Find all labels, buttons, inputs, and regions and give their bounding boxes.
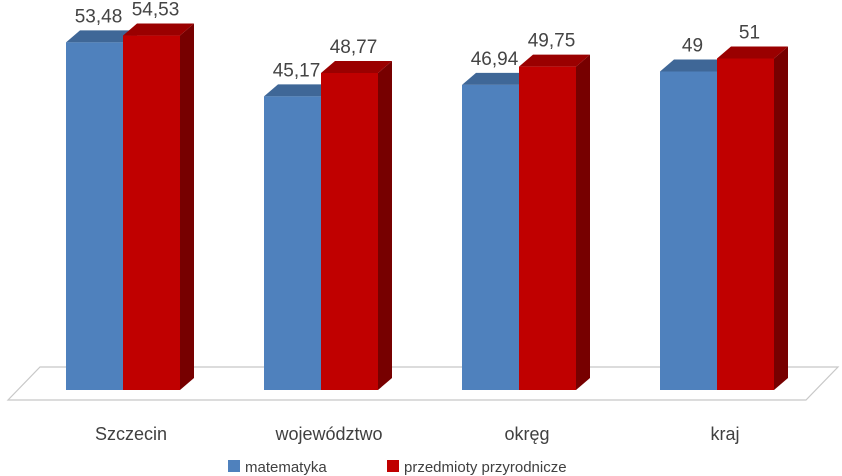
category-label-2: okręg xyxy=(504,424,549,444)
bar-przyrodnicze-1 xyxy=(321,60,392,391)
legend-label-0: matematyka xyxy=(245,459,327,476)
bar-przyrodnicze-0 xyxy=(123,23,194,391)
data-label-0-2: 46,94 xyxy=(471,49,519,70)
data-label-0-3: 49 xyxy=(682,36,703,57)
bars-group xyxy=(66,23,788,391)
legend: matematyka przedmioty przyrodnicze xyxy=(228,459,567,476)
data-label-1-2: 49,75 xyxy=(528,31,576,52)
legend-swatch-1 xyxy=(387,460,399,472)
bar-przyrodnicze-3 xyxy=(717,46,788,390)
chart-floor-plane xyxy=(6,366,840,401)
bar-przyrodnicze-2 xyxy=(519,54,590,390)
category-label-0: Szczecin xyxy=(95,424,167,444)
category-label-1: województwo xyxy=(274,424,382,444)
category-axis-labels: Szczecin województwo okręg kraj xyxy=(95,424,740,444)
data-label-1-1: 48,77 xyxy=(330,37,378,58)
category-label-3: kraj xyxy=(710,424,739,444)
data-labels-group: 53,48 54,53 45,17 48,77 46,94 49,75 49 51 xyxy=(75,0,760,81)
legend-label-1: przedmioty przyrodnicze xyxy=(404,459,567,476)
data-label-1-3: 51 xyxy=(739,23,760,44)
data-label-0-1: 45,17 xyxy=(273,60,321,81)
chart-floor xyxy=(6,366,840,401)
legend-swatch-0 xyxy=(228,460,240,472)
data-label-0-0: 53,48 xyxy=(75,6,123,27)
data-label-1-0: 54,53 xyxy=(132,0,180,21)
